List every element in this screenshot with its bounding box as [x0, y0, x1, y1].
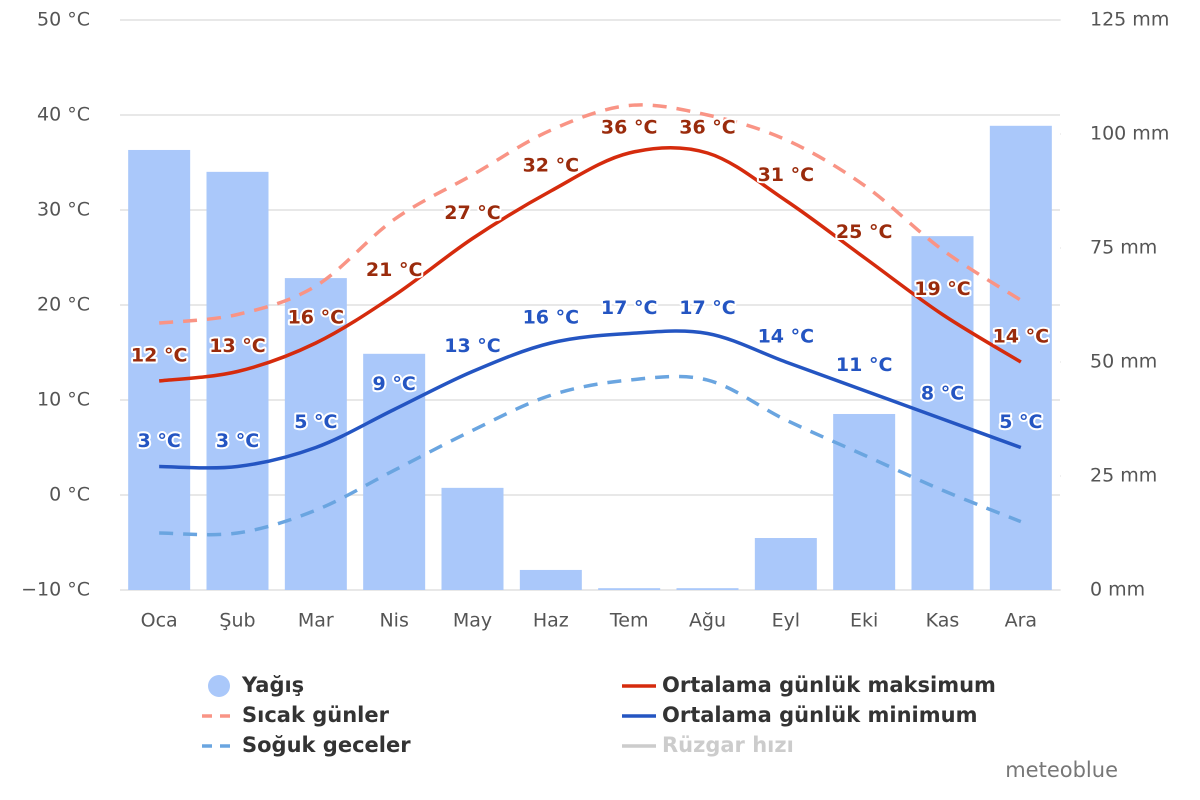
bar: [128, 149, 191, 590]
y-tick-label: 40 °C: [37, 104, 90, 126]
data-label: 16 °C: [523, 307, 580, 329]
data-label: 8 °C: [921, 383, 964, 405]
y-tick-label: 50 °C: [37, 9, 90, 31]
legend-label: Soğuk geceler: [242, 733, 411, 757]
data-label: 13 °C: [444, 335, 501, 357]
data-label: 17 °C: [679, 297, 736, 319]
dashed-line: [159, 374, 1022, 537]
data-label: 14 °C: [758, 326, 815, 348]
data-label: 21 °C: [366, 259, 423, 281]
data-label: 36 °C: [601, 117, 658, 139]
x-tick-label: Eki: [850, 610, 878, 632]
x-tick-label: Kas: [926, 610, 960, 632]
data-label: 17 °C: [601, 297, 658, 319]
y-tick-label: 0 °C: [49, 484, 90, 506]
y-tick-label: 10 °C: [37, 389, 90, 411]
credit: meteoblue: [1005, 758, 1118, 782]
legend-label: Yağış: [241, 673, 304, 697]
y2-tick-label: 50 mm: [1090, 351, 1157, 373]
bar: [833, 413, 896, 590]
y2-tick-label: 0 mm: [1090, 579, 1145, 601]
bar: [989, 125, 1052, 591]
x-tick-label: Nis: [379, 610, 408, 632]
bar: [754, 538, 817, 590]
y2-tick-label: 125 mm: [1090, 9, 1169, 31]
data-label: 3 °C: [216, 430, 259, 452]
data-label: 3 °C: [138, 430, 181, 452]
data-label: 27 °C: [444, 202, 501, 224]
data-label: 13 °C: [209, 335, 266, 357]
bar: [676, 588, 739, 590]
x-tick-label: Eyl: [772, 610, 801, 632]
x-tick-label: Şub: [219, 610, 255, 632]
dashed-line: [158, 103, 1022, 325]
line: [159, 329, 1022, 470]
data-label: 36 °C: [679, 117, 736, 139]
legend-label: Ortalama günlük minimum: [662, 703, 977, 727]
legend-label[interactable]: Rüzgar hızı: [662, 733, 794, 757]
x-tick-label: Mar: [298, 610, 334, 632]
legend-icon: [208, 675, 230, 697]
x-tick-label: Ağu: [689, 610, 726, 632]
data-label: 31 °C: [758, 164, 815, 186]
y-tick-label: 30 °C: [37, 199, 90, 221]
line: [158, 145, 1022, 383]
data-label: 5 °C: [999, 411, 1042, 433]
x-tick-label: Tem: [609, 610, 649, 632]
y2-tick-label: 100 mm: [1090, 123, 1169, 145]
data-label: 11 °C: [836, 354, 893, 376]
data-label: 5 °C: [294, 411, 337, 433]
bar: [441, 487, 504, 590]
y2-tick-label: 25 mm: [1090, 465, 1157, 487]
x-tick-label: Haz: [533, 610, 569, 632]
x-tick-label: Oca: [141, 610, 178, 632]
data-label: 9 °C: [373, 373, 416, 395]
legend-label: Ortalama günlük maksimum: [662, 673, 996, 697]
y-tick-label: 20 °C: [37, 294, 90, 316]
x-tick-label: May: [453, 610, 492, 632]
data-label: 19 °C: [914, 278, 971, 300]
data-label: 14 °C: [993, 326, 1050, 348]
bar: [598, 588, 661, 590]
data-label: 12 °C: [131, 345, 188, 367]
data-label: 32 °C: [523, 155, 580, 177]
data-label: 25 °C: [836, 221, 893, 243]
bar: [206, 171, 269, 590]
legend-label: Sıcak günler: [242, 703, 390, 727]
bar: [519, 569, 582, 590]
y-tick-label: −10 °C: [21, 579, 90, 601]
data-label: 16 °C: [288, 307, 345, 329]
x-tick-label: Ara: [1005, 610, 1037, 632]
y2-tick-label: 75 mm: [1090, 237, 1157, 259]
